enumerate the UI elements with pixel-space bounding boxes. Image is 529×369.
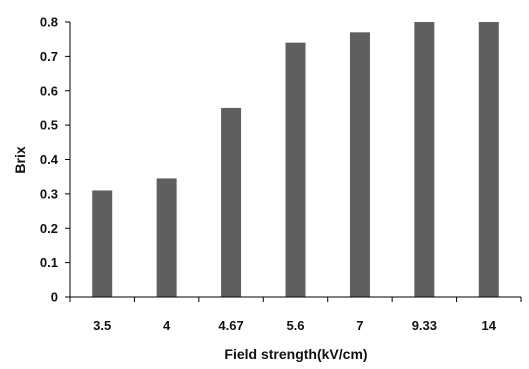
- axes-group: [65, 21, 522, 302]
- bar-3.5: [92, 190, 113, 297]
- x-tick-labels: 3.5 4 4.67 5.6 7 9.33 14: [93, 318, 497, 333]
- bars-group: [92, 22, 499, 298]
- x-tick-label: 5.6: [286, 318, 304, 333]
- bar-14: [478, 22, 499, 297]
- y-tick-label: 0.4: [40, 152, 59, 167]
- x-tick-label: 4.67: [218, 318, 243, 333]
- y-axis-title: Brix: [12, 146, 28, 173]
- y-tick-labels: 0 0.1 0.2 0.3 0.4 0.5 0.6 0.7 0.8: [40, 15, 59, 305]
- bar-9.33: [414, 22, 435, 297]
- x-tick-label: 4: [163, 318, 171, 333]
- x-axis-title: Field strength(kV/cm): [224, 346, 367, 362]
- y-tick-label: 0.8: [40, 15, 58, 30]
- bar-7: [349, 32, 370, 298]
- x-tick-label: 9.33: [412, 318, 437, 333]
- y-tick-label: 0.6: [40, 83, 58, 98]
- x-tick-label: 14: [482, 318, 497, 333]
- y-tick-label: 0.5: [40, 118, 58, 133]
- bar-4: [156, 178, 177, 297]
- y-tick-label: 0.1: [40, 255, 58, 270]
- x-tick-label: 7: [356, 318, 363, 333]
- y-tick-label: 0.3: [40, 186, 58, 201]
- x-tick-label: 3.5: [93, 318, 111, 333]
- bar-5.6: [285, 42, 306, 297]
- y-tick-label: 0: [51, 290, 58, 305]
- y-tick-label: 0.7: [40, 49, 58, 64]
- bar-4.67: [221, 107, 242, 297]
- y-tick-label: 0.2: [40, 221, 58, 236]
